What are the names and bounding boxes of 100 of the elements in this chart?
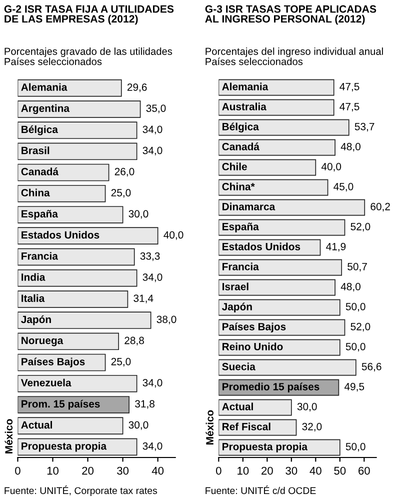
- data-label: 40,0: [164, 231, 184, 240]
- y-tick-label: España: [22, 210, 58, 220]
- data-label: 31,4: [134, 294, 154, 304]
- bar: [18, 332, 120, 350]
- bar: [218, 99, 334, 116]
- data-label: 35,0: [146, 104, 166, 114]
- bar: [218, 79, 334, 96]
- source-note: Fuente: UNITÉ, Corporate tax rates: [4, 486, 158, 496]
- data-label: 30,0: [128, 210, 148, 219]
- data-label: 34,0: [142, 273, 162, 282]
- data-label: 53,7: [354, 122, 374, 132]
- bar: [18, 417, 124, 434]
- y-tick-label: Promedio 15 países: [222, 382, 320, 392]
- y-tick-label: Dinamarca: [222, 202, 276, 210]
- y-tick-label: Países Bajos: [22, 358, 85, 368]
- y-tick-label: Países Bajos: [222, 322, 286, 332]
- source-note: Fuente: UNITÉ c/d OCDE: [206, 486, 316, 494]
- data-label: 30,0: [128, 421, 148, 430]
- data-label: 26,0: [114, 168, 134, 177]
- x-tick-label: 30: [286, 466, 298, 475]
- chart-title: G-2 ISR TASA FIJA A UTILIDADES DE LAS EMPRESAS (2012): [4, 5, 174, 25]
- bar: [18, 79, 122, 97]
- data-label: 49,5: [344, 382, 364, 392]
- bar: [218, 359, 356, 376]
- bar: [218, 219, 346, 236]
- bar: [18, 396, 130, 414]
- y-tick-label: Brasil: [22, 146, 50, 154]
- y-tick-label: Francia: [22, 252, 58, 260]
- data-label: 48,0: [340, 282, 360, 292]
- data-label: 25,0: [111, 189, 131, 198]
- y-tick-label: Venezuela: [20, 378, 72, 386]
- x-tick-label: 10: [47, 466, 58, 475]
- data-label: 60,2: [370, 202, 390, 212]
- bar: [218, 299, 340, 316]
- y-tick-label: Estados Unidos: [22, 230, 100, 239]
- y-tick-label: Alemania: [222, 82, 268, 90]
- x-tick-label: 40: [310, 466, 322, 475]
- bar: [18, 100, 141, 118]
- y-tick-label: Canadá: [21, 168, 59, 176]
- y-tick-label: Actual: [21, 420, 52, 429]
- bar: [218, 139, 336, 156]
- y-tick-label: España: [222, 222, 259, 232]
- bar: [218, 259, 342, 276]
- y-tick-label: India: [22, 273, 46, 281]
- y-tick-label: Japón: [21, 315, 51, 326]
- text: México: [206, 410, 214, 444]
- y-tick-label: Israel: [222, 282, 248, 290]
- x-tick-label: 0: [216, 466, 222, 475]
- x-tick-label: 20: [262, 466, 273, 475]
- data-label: 30,0: [297, 402, 317, 412]
- y-tick-label: Argentina: [21, 104, 70, 114]
- x-tick-label: 20: [82, 466, 94, 475]
- y-tick-label: Ref Fiscal: [222, 422, 270, 430]
- data-label: 50,0: [346, 442, 366, 452]
- y-tick-label: Propuesta propia: [22, 442, 107, 452]
- bar: [18, 248, 135, 266]
- data-label: 40,0: [321, 162, 342, 172]
- bar: [218, 179, 328, 196]
- y-tick-label: Reino Unido: [222, 342, 283, 350]
- data-label: 34,0: [142, 126, 162, 134]
- data-label: 48,0: [340, 142, 360, 152]
- bar: [218, 399, 292, 416]
- y-tick-label: Japón: [222, 302, 252, 312]
- data-label: 28,8: [124, 336, 144, 346]
- y-tick-label: China: [21, 188, 50, 196]
- y-tick-label: Canadá: [222, 142, 260, 150]
- y-tick-label: Bélgica: [22, 125, 58, 136]
- x-tick-label: 0: [15, 466, 20, 475]
- data-label: 31,8: [135, 400, 154, 409]
- chart-subtitle: Porcentajes gravado de las utilidades Países seleccionados: [4, 48, 172, 66]
- data-label: 47,5: [340, 103, 360, 112]
- data-label: 50,7: [348, 262, 367, 272]
- bar: [218, 199, 366, 216]
- y-tick-label: Suecia: [222, 362, 256, 370]
- bar: [18, 312, 152, 329]
- bar: [18, 122, 138, 139]
- chart-title: G-3 ISR TASAS TOPE APLICADAS AL INGRESO PERSONAL (2012): [205, 5, 376, 25]
- data-label: 52,0: [350, 222, 370, 232]
- bar: [18, 290, 128, 308]
- data-label: 50,0: [346, 342, 366, 352]
- data-label: 41,9: [326, 242, 346, 252]
- y-tick-label: Noruega: [22, 336, 64, 346]
- data-label: 34,0: [142, 379, 162, 388]
- data-label: 45,0: [334, 182, 354, 192]
- bar: [218, 159, 316, 176]
- bar: [218, 279, 336, 296]
- data-label: 34,0: [142, 146, 162, 156]
- y-tick-label: Estados Unidos: [222, 242, 300, 250]
- bar: [18, 374, 138, 392]
- bar: [18, 227, 158, 244]
- y-tick-label: Francia: [222, 262, 259, 270]
- data-label: 47,5: [340, 83, 360, 92]
- y-tick-label: Alemania: [21, 83, 68, 91]
- data-label: 25,0: [111, 358, 131, 367]
- data-label: 33,3: [140, 252, 160, 261]
- data-label: 38,0: [156, 316, 176, 324]
- chart-subtitle: Porcentajes del ingreso individual anual Países seleccionados: [206, 48, 383, 66]
- x-tick-label: 30: [117, 466, 129, 475]
- data-label: 50,0: [346, 302, 366, 312]
- y-tick-label: Chile: [222, 162, 247, 170]
